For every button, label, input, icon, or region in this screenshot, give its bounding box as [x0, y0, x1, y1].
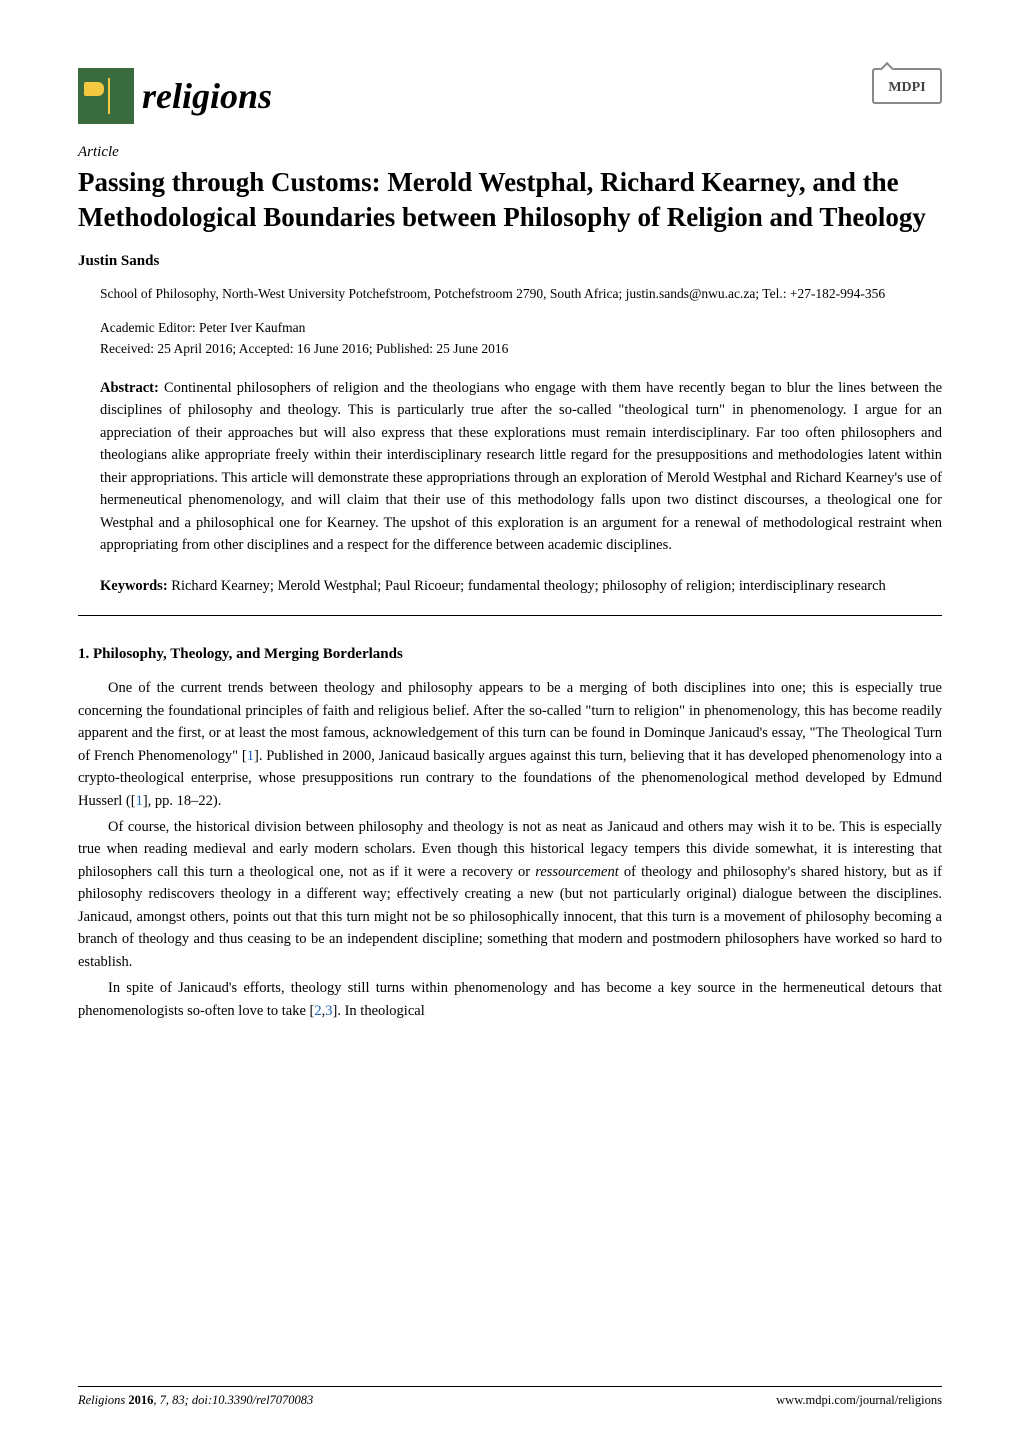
- section-1-para-2: Of course, the historical division betwe…: [78, 816, 942, 973]
- editor-dates-block: Academic Editor: Peter Iver Kaufman Rece…: [78, 318, 942, 359]
- keywords-label: Keywords:: [100, 578, 168, 594]
- footer-journal: Religions: [78, 1393, 128, 1407]
- italic-term: ressourcement: [535, 864, 619, 880]
- keywords: Keywords: Richard Kearney; Merold Westph…: [78, 575, 942, 597]
- article-title: Passing through Customs: Merold Westphal…: [78, 165, 942, 235]
- section-divider: [78, 615, 942, 616]
- footer-year: 2016: [128, 1393, 153, 1407]
- footer-citation: , 7, 83; doi:10.3390/rel7070083: [153, 1393, 313, 1407]
- journal-logo: religions: [78, 68, 272, 124]
- publisher-logo: MDPI: [872, 68, 942, 104]
- header: religions MDPI: [78, 68, 942, 124]
- section-1-heading: 1. Philosophy, Theology, and Merging Bor…: [78, 646, 942, 663]
- citation-link[interactable]: 3: [325, 1003, 332, 1019]
- page-footer: Religions 2016, 7, 83; doi:10.3390/rel70…: [78, 1386, 942, 1408]
- keywords-text: Richard Kearney; Merold Westphal; Paul R…: [168, 578, 886, 594]
- abstract-text: Continental philosophers of religion and…: [100, 380, 942, 553]
- footer-right[interactable]: www.mdpi.com/journal/religions: [776, 1393, 942, 1408]
- citation-link[interactable]: 2: [314, 1003, 321, 1019]
- citation-link[interactable]: 1: [247, 748, 254, 764]
- para-text: In spite of Janicaud's efforts, theology…: [78, 980, 942, 1018]
- journal-logo-icon: [78, 68, 134, 124]
- article-dates: Received: 25 April 2016; Accepted: 16 Ju…: [100, 339, 942, 359]
- footer-left: Religions 2016, 7, 83; doi:10.3390/rel70…: [78, 1393, 313, 1408]
- author-name: Justin Sands: [78, 253, 942, 270]
- abstract: Abstract: Continental philosophers of re…: [78, 377, 942, 557]
- citation-link[interactable]: 1: [136, 793, 143, 809]
- section-1-para-1: One of the current trends between theolo…: [78, 677, 942, 812]
- publisher-logo-text: MDPI: [888, 80, 925, 96]
- abstract-label: Abstract:: [100, 380, 159, 396]
- affiliation: School of Philosophy, North-West Univers…: [78, 284, 942, 304]
- section-1-para-3: In spite of Janicaud's efforts, theology…: [78, 977, 942, 1022]
- article-type: Article: [78, 144, 942, 161]
- journal-logo-text: religions: [142, 75, 272, 117]
- para-text: ]. In theological: [333, 1003, 425, 1019]
- para-text: ], pp. 18–22).: [143, 793, 222, 809]
- academic-editor: Academic Editor: Peter Iver Kaufman: [100, 318, 942, 338]
